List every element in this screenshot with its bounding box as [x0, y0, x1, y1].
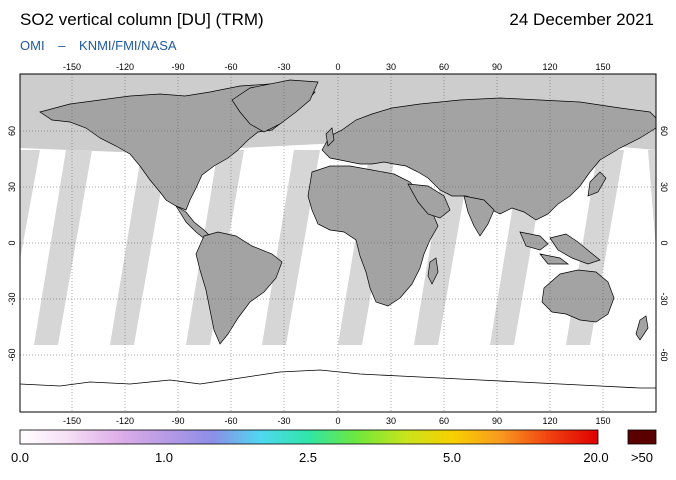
credit-dash: –: [58, 38, 66, 53]
colorbar: [19, 429, 599, 445]
landmasses: [39, 79, 656, 345]
right-lat-ticks: 60 30 0 -30 -60: [659, 126, 669, 362]
lon-tick-label: -150: [63, 416, 81, 426]
lon-tick-label: 90: [492, 62, 502, 72]
lon-tick-label: 30: [386, 416, 396, 426]
lon-tick-label: -90: [171, 416, 184, 426]
lat-tick-label: -60: [7, 348, 17, 361]
eurasia: [321, 97, 656, 221]
map-title: SO2 vertical column [DU] (TRM): [20, 10, 264, 29]
colorbar-overflow-label: >50: [630, 450, 654, 465]
lat-tick-label: -30: [659, 292, 669, 305]
swath-gap: [20, 150, 40, 260]
australia: [541, 269, 615, 323]
lon-tick-label: 90: [492, 416, 502, 426]
south-america: [195, 231, 283, 345]
lon-tick-label: -60: [224, 62, 237, 72]
colorbar-label: 1.0: [154, 450, 174, 465]
lat-tick-label: 60: [659, 126, 669, 136]
lon-tick-label: 60: [439, 416, 449, 426]
new-zealand: [635, 315, 649, 341]
lon-tick-label: -120: [116, 416, 134, 426]
map-frame: [19, 73, 657, 413]
swath-gap: [648, 150, 656, 250]
top-lon-ticks: -150 -120 -90 -60 -30 0 30 60 90 120 150: [63, 62, 611, 72]
swath-gap: [110, 150, 168, 345]
lon-tick-label: 120: [542, 62, 557, 72]
lat-tick-label: 0: [659, 240, 669, 245]
lon-tick-label: 60: [439, 62, 449, 72]
lon-tick-label: 120: [542, 416, 557, 426]
japan: [587, 171, 607, 197]
map-area: [20, 74, 656, 412]
lon-tick-label: 0: [335, 416, 340, 426]
lon-tick-label: -30: [277, 62, 290, 72]
colorbar-overflow-swatch: [627, 429, 657, 445]
lon-tick-label: 0: [335, 62, 340, 72]
colorbar-label: 2.5: [298, 450, 318, 465]
lat-tick-label: -30: [7, 292, 17, 305]
lat-tick-label: 0: [7, 240, 17, 245]
graticule: [20, 74, 656, 412]
lat-tick-label: 30: [7, 182, 17, 192]
british-isles: [325, 127, 335, 147]
left-lat-ticks: 60 30 0 -30 -60: [7, 126, 17, 362]
lon-tick-label: -30: [277, 416, 290, 426]
colorbar-label: 5.0: [442, 450, 462, 465]
lon-tick-label: 30: [386, 62, 396, 72]
map-date: 24 December 2021: [509, 10, 654, 29]
indian-subcontinent: [463, 195, 495, 237]
lat-tick-label: -60: [659, 348, 669, 361]
lon-tick-label: -90: [171, 62, 184, 72]
colorbar-label: 0.0: [10, 450, 30, 465]
greenland: [231, 79, 319, 133]
africa: [307, 165, 439, 307]
data-credit: OMI – KNMI/FMI/NASA: [20, 38, 187, 53]
lon-tick-label: -120: [116, 62, 134, 72]
swath-gap: [262, 150, 320, 345]
lat-tick-label: 60: [7, 126, 17, 136]
credit-instrument: OMI: [20, 38, 45, 53]
swath-gap: [414, 150, 472, 345]
antarctica-coast: [20, 369, 656, 389]
southeast-asia-islands: [519, 231, 601, 265]
lon-tick-label: -150: [63, 62, 81, 72]
bottom-lon-ticks: -150 -120 -90 -60 -30 0 30 60 90 120 150: [63, 416, 611, 426]
colorbar-label: 20.0: [583, 450, 609, 465]
lon-tick-label: 150: [595, 62, 610, 72]
swath-gap: [34, 150, 92, 345]
lon-tick-label: -60: [224, 416, 237, 426]
madagascar: [427, 257, 439, 285]
lon-tick-label: 150: [595, 416, 610, 426]
lat-tick-label: 30: [659, 182, 669, 192]
credit-agencies: KNMI/FMI/NASA: [79, 38, 177, 53]
arabian-peninsula: [407, 183, 451, 219]
